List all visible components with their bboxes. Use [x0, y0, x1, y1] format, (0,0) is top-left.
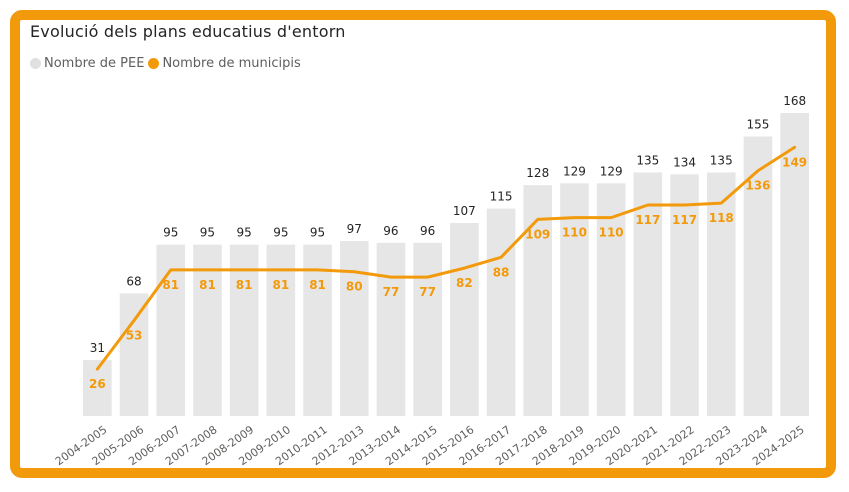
bar-label: 129 [600, 164, 623, 178]
line-label: 136 [745, 179, 770, 193]
line-point-municipis[interactable] [719, 201, 723, 205]
line-label: 81 [199, 278, 216, 292]
line-point-municipis[interactable] [132, 318, 136, 322]
bar-pee[interactable] [119, 293, 149, 416]
bar-label: 95 [237, 226, 252, 240]
line-label: 26 [89, 377, 106, 391]
legend-dot-pee-icon [30, 58, 41, 69]
bar-pee[interactable] [486, 208, 516, 416]
legend: Nombre de PEE Nombre de municipis [30, 56, 305, 71]
line-label: 53 [126, 328, 143, 342]
line-point-municipis[interactable] [793, 145, 797, 149]
line-label: 88 [493, 265, 510, 279]
line-label: 109 [525, 227, 550, 241]
bar-label: 31 [90, 341, 105, 355]
legend-dot-municipis-icon [148, 58, 160, 69]
line-label: 81 [162, 278, 179, 292]
line-point-municipis[interactable] [462, 266, 466, 270]
bar-label: 129 [563, 164, 586, 178]
line-point-municipis[interactable] [205, 268, 209, 272]
bar-pee[interactable] [193, 244, 222, 416]
legend-label-pee: Nombre de PEE [44, 56, 145, 71]
line-label: 110 [599, 226, 624, 240]
bar-pee[interactable] [706, 172, 736, 416]
line-point-municipis[interactable] [756, 169, 760, 173]
line-label: 117 [672, 213, 697, 227]
bar-label: 155 [746, 117, 769, 131]
bar-label: 128 [526, 166, 549, 180]
bar-pee[interactable] [339, 241, 369, 416]
line-point-municipis[interactable] [646, 203, 650, 207]
bar-pee[interactable] [303, 244, 332, 416]
bar-label: 96 [420, 224, 435, 238]
bar-pee[interactable] [596, 183, 626, 416]
bar-pee[interactable] [633, 172, 663, 416]
line-point-municipis[interactable] [279, 268, 283, 272]
line-label: 82 [456, 276, 473, 290]
line-label: 80 [346, 280, 363, 294]
bar-label: 95 [273, 226, 288, 240]
line-label: 118 [709, 211, 734, 225]
line-label: 117 [635, 213, 660, 227]
bar-label: 95 [163, 226, 178, 240]
bar-pee[interactable] [229, 244, 259, 416]
line-label: 77 [383, 285, 400, 299]
chart-title: Evolució dels plans educatius d'entorn [30, 22, 346, 41]
bar-label: 115 [490, 190, 513, 204]
bar-label: 95 [200, 226, 215, 240]
line-label: 149 [782, 155, 807, 169]
legend-label-municipis: Nombre de municipis [162, 56, 301, 71]
line-point-municipis[interactable] [316, 268, 320, 272]
bar-label: 134 [673, 155, 696, 169]
line-point-municipis[interactable] [536, 217, 540, 221]
bar-label: 68 [126, 274, 141, 288]
bar-pee[interactable] [156, 244, 186, 416]
bar-pee[interactable] [560, 183, 589, 416]
bar-pee[interactable] [780, 113, 809, 416]
bar-label: 96 [383, 224, 398, 238]
line-point-municipis[interactable] [242, 268, 246, 272]
bar-label: 97 [347, 222, 362, 236]
line-municipis [95, 145, 797, 371]
bar-pee[interactable] [670, 174, 699, 416]
bar-pee[interactable] [266, 244, 296, 416]
bar-pee[interactable] [413, 242, 442, 416]
bar-label: 135 [636, 154, 659, 168]
bar-pee[interactable] [523, 185, 553, 416]
line-point-municipis[interactable] [352, 270, 356, 274]
line-point-municipis[interactable] [683, 203, 687, 207]
bar-label: 168 [783, 94, 806, 108]
line-label: 81 [309, 278, 326, 292]
line-point-municipis[interactable] [169, 268, 173, 272]
line-point-municipis[interactable] [499, 255, 503, 259]
line-point-municipis[interactable] [609, 216, 613, 220]
line-label: 77 [419, 285, 436, 299]
line-label: 81 [236, 278, 253, 292]
line-point-municipis[interactable] [389, 275, 393, 279]
bar-label: 135 [710, 154, 733, 168]
bar-label: 107 [453, 204, 476, 218]
line-point-municipis[interactable] [572, 216, 576, 220]
legend-item-municipis[interactable]: Nombre de municipis [148, 56, 301, 71]
line-label: 110 [562, 226, 587, 240]
bar-pee[interactable] [376, 242, 406, 416]
line-point-municipis[interactable] [426, 275, 430, 279]
bar-pee[interactable] [743, 136, 773, 417]
line-point-municipis[interactable] [95, 367, 99, 371]
bar-label: 95 [310, 226, 325, 240]
legend-item-pee[interactable]: Nombre de PEE [30, 56, 144, 71]
bar-pee[interactable] [450, 223, 479, 416]
line-label: 81 [272, 278, 289, 292]
